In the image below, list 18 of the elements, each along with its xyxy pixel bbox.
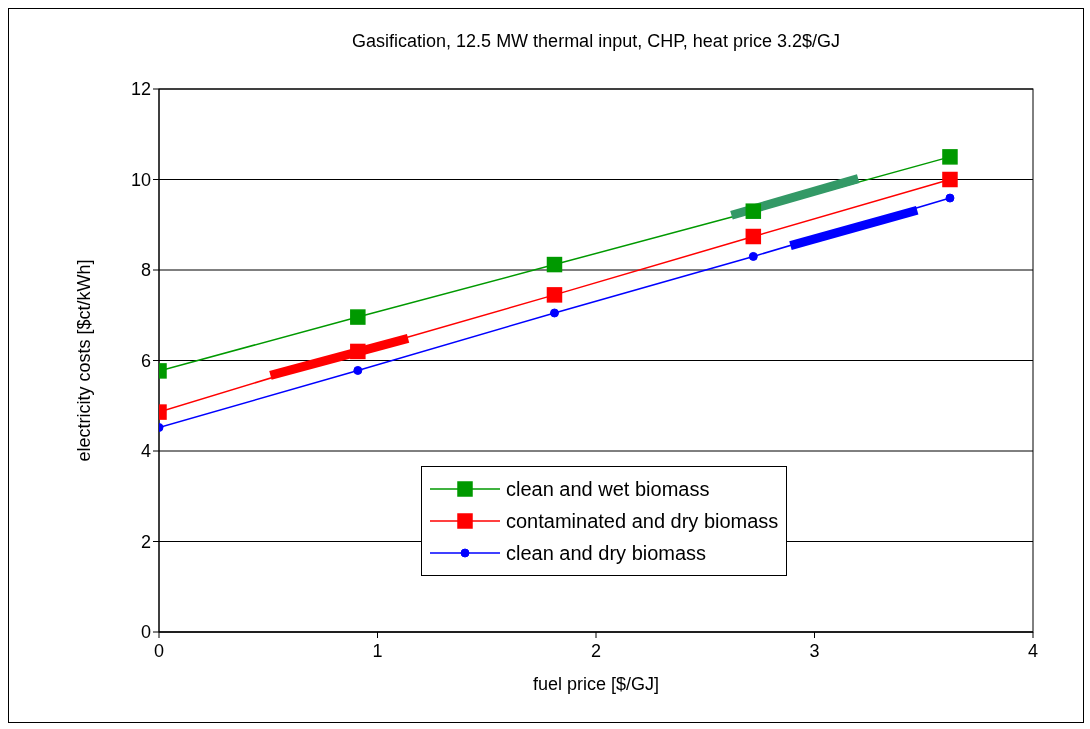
y-tick-label: 12	[130, 79, 151, 100]
x-tick-label: 4	[1027, 640, 1039, 661]
y-tick-label: 4	[140, 441, 151, 462]
y-tick-label: 2	[140, 531, 151, 552]
legend-label: clean and dry biomass	[506, 541, 707, 566]
legend-label: clean and wet biomass	[506, 477, 710, 502]
legend-label: contaminated and dry biomass	[506, 509, 779, 534]
y-axis-title: electricity costs [$ct/kWh]	[74, 259, 95, 462]
chart-title: Gasification, 12.5 MW thermal input, CHP, heat price 3.2$/GJ	[351, 31, 841, 52]
x-tick-label: 1	[372, 640, 383, 661]
x-tick-label: 2	[590, 640, 602, 661]
y-tick-label: 6	[140, 350, 151, 371]
x-tick-label: 0	[153, 640, 165, 661]
y-tick-label: 8	[140, 260, 151, 281]
y-tick-label: 0	[140, 622, 151, 643]
x-tick-label: 3	[809, 640, 820, 661]
y-tick-label: 10	[130, 169, 151, 190]
x-axis-title: fuel price [$/GJ]	[532, 674, 660, 694]
